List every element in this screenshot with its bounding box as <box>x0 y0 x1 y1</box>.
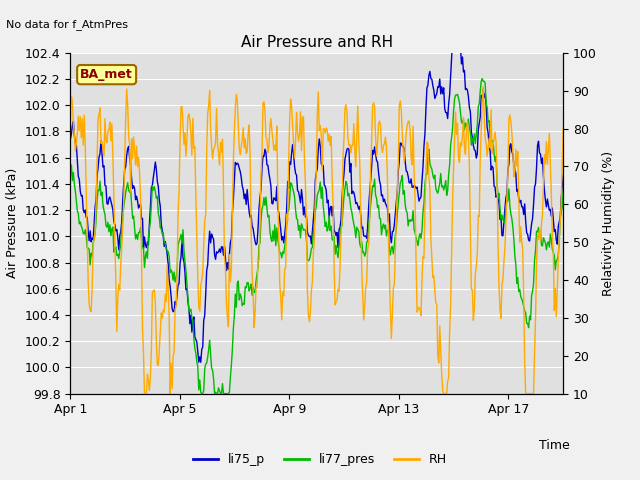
Y-axis label: Air Pressure (kPa): Air Pressure (kPa) <box>6 168 19 278</box>
Text: No data for f_AtmPres: No data for f_AtmPres <box>6 19 129 30</box>
Title: Air Pressure and RH: Air Pressure and RH <box>241 35 393 50</box>
Text: BA_met: BA_met <box>80 68 133 81</box>
Text: Time: Time <box>539 439 570 452</box>
Legend: li75_p, li77_pres, RH: li75_p, li77_pres, RH <box>188 448 452 471</box>
Y-axis label: Relativity Humidity (%): Relativity Humidity (%) <box>602 151 615 296</box>
